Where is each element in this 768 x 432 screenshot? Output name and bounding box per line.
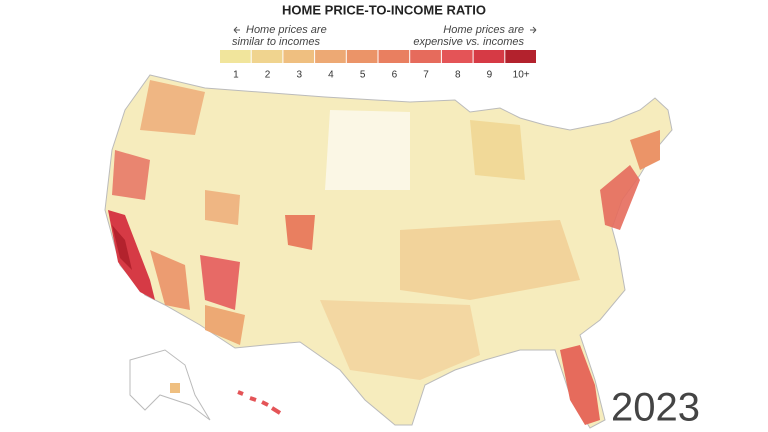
legend-label: 8 [455, 70, 461, 81]
legend-label: 1 [233, 70, 239, 81]
title: HOME PRICE-TO-INCOME RATIO [282, 2, 486, 17]
region [108, 210, 155, 300]
legend-label: 7 [423, 70, 429, 81]
arrow-right [530, 26, 537, 34]
region [205, 190, 240, 225]
legend-swatch [378, 50, 410, 63]
year: 2023 [611, 386, 700, 430]
region [170, 383, 180, 393]
region [112, 225, 132, 270]
region [205, 305, 245, 345]
region [140, 80, 205, 135]
legend-swatch [473, 50, 505, 63]
legend-label: 2 [265, 70, 271, 81]
region [150, 250, 190, 310]
legend-label: 9 [487, 70, 493, 81]
legend-label: 10+ [513, 70, 530, 81]
arrow-left [233, 26, 240, 34]
left-note: Home prices are [246, 24, 327, 36]
legend-swatch [346, 50, 378, 63]
region [600, 165, 640, 230]
region [400, 220, 580, 300]
region [320, 300, 480, 380]
region [630, 130, 660, 170]
legend-swatch [251, 50, 283, 63]
legend-swatch [220, 50, 251, 63]
map [104, 74, 673, 429]
us-outline [104, 74, 673, 429]
region [470, 120, 525, 180]
legend-swatch [505, 50, 536, 63]
hawaii [237, 390, 282, 415]
legend-label: 4 [328, 70, 334, 81]
left-note: similar to incomes [232, 36, 321, 48]
right-note: Home prices are [443, 24, 524, 36]
region [325, 110, 410, 190]
legend-label: 3 [296, 70, 302, 81]
legend-swatch [283, 50, 315, 63]
right-note: expensive vs. incomes [413, 36, 524, 48]
legend: 1 2 3 4 5 6 7 8 9 10+ [220, 50, 536, 81]
region [560, 345, 600, 425]
region [285, 215, 315, 250]
region [112, 150, 150, 200]
region [200, 255, 240, 310]
legend-label: 5 [360, 70, 366, 81]
legend-swatch [441, 50, 473, 63]
legend-swatch [410, 50, 441, 63]
legend-label: 6 [392, 70, 398, 81]
legend-swatch [315, 50, 346, 63]
